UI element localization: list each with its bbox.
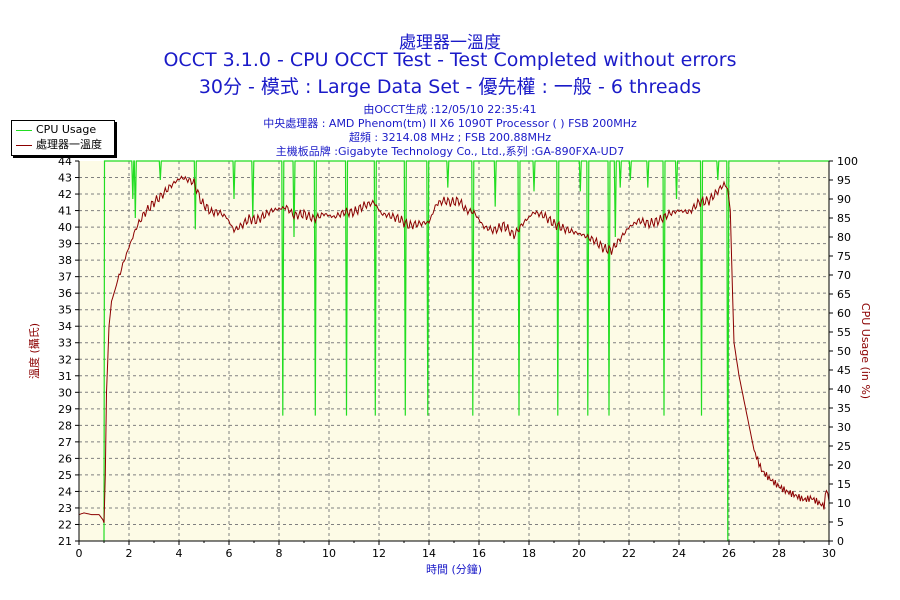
x-axis-label: 時間 (分鐘) <box>426 562 482 576</box>
y-tick-label: 40 <box>58 221 72 234</box>
y-tick-label: 31 <box>58 370 72 383</box>
y2-tick-label: 30 <box>837 421 851 434</box>
y-tick-label: 28 <box>58 419 72 432</box>
x-tick-label: 4 <box>176 547 183 560</box>
y2-tick-label: 80 <box>837 231 851 244</box>
y-tick-label: 44 <box>58 155 72 168</box>
y2-tick-label: 95 <box>837 174 851 187</box>
y-tick-label: 21 <box>58 535 72 548</box>
y-tick-label: 39 <box>58 238 72 251</box>
plot-area <box>79 161 829 541</box>
legend-swatch-cpu-usage <box>16 129 32 131</box>
legend: CPU Usage 處理器一溫度 <box>11 120 115 156</box>
y2-tick-label: 85 <box>837 212 851 225</box>
y-tick-label: 26 <box>58 452 72 465</box>
y2-tick-label: 40 <box>837 383 851 396</box>
y-tick-label: 29 <box>58 403 72 416</box>
x-tick-label: 2 <box>126 547 133 560</box>
y-tick-label: 33 <box>58 337 72 350</box>
y2-tick-label: 25 <box>837 440 851 453</box>
y-tick-label: 37 <box>58 271 72 284</box>
info-generated: 由OCCT生成 :12/05/10 22:35:41 <box>363 103 537 116</box>
y-axis-label: 溫度 (攝氏) <box>27 323 41 379</box>
y-tick-label: 32 <box>58 353 72 366</box>
series-line-cpu-usage <box>103 160 829 542</box>
x-tick-label: 24 <box>672 547 686 560</box>
y-tick-label: 27 <box>58 436 72 449</box>
y2-tick-label: 50 <box>837 345 851 358</box>
y2-tick-label: 75 <box>837 250 851 263</box>
y-tick-label: 24 <box>58 485 72 498</box>
y2-tick-label: 65 <box>837 288 851 301</box>
series-line-temperature <box>78 175 830 523</box>
y-tick-label: 23 <box>58 502 72 515</box>
y2-tick-label: 0 <box>837 535 844 548</box>
y2-tick-label: 70 <box>837 269 851 282</box>
y-tick-label: 34 <box>58 320 72 333</box>
x-tick-label: 18 <box>522 547 536 560</box>
x-tick-label: 0 <box>76 547 83 560</box>
x-tick-label: 26 <box>722 547 736 560</box>
x-tick-label: 14 <box>422 547 436 560</box>
legend-label-cpu-usage: CPU Usage <box>36 123 97 136</box>
y2-tick-label: 20 <box>837 459 851 472</box>
x-tick-label: 30 <box>822 547 836 560</box>
x-tick-label: 28 <box>772 547 786 560</box>
y-tick-label: 36 <box>58 287 72 300</box>
legend-label-temperature: 處理器一溫度 <box>36 138 102 151</box>
info-clock: 超頻 : 3214.08 MHz ; FSB 200.88MHz <box>348 131 552 144</box>
x-tick-label: 6 <box>226 547 233 560</box>
y2-axis-label: CPU Usage (in %) <box>859 303 872 399</box>
y2-tick-label: 45 <box>837 364 851 377</box>
y2-tick-label: 15 <box>837 478 851 491</box>
legend-item-temperature: 處理器一溫度 <box>16 138 102 152</box>
y2-tick-label: 100 <box>837 155 858 168</box>
x-tick-label: 12 <box>372 547 386 560</box>
y2-tick-label: 60 <box>837 307 851 320</box>
chart-subtitle-2: 30分 - 模式 : Large Data Set - 優先權 : 一般 - 6… <box>198 76 702 98</box>
x-tick-label: 16 <box>472 547 486 560</box>
y-tick-label: 35 <box>58 304 72 317</box>
info-cpu: 中央處理器 : AMD Phenom(tm) II X6 1090T Proce… <box>263 117 637 130</box>
legend-swatch-temperature <box>16 144 32 146</box>
chart-title: 處理器一溫度 <box>399 33 501 53</box>
y-tick-label: 43 <box>58 172 72 185</box>
y-tick-label: 30 <box>58 386 72 399</box>
x-tick-label: 20 <box>572 547 586 560</box>
x-tick-label: 8 <box>276 547 283 560</box>
y-tick-label: 22 <box>58 518 72 531</box>
y2-tick-label: 35 <box>837 402 851 415</box>
y-tick-label: 25 <box>58 469 72 482</box>
x-tick-label: 22 <box>622 547 636 560</box>
y-tick-label: 41 <box>58 205 72 218</box>
y2-tick-label: 10 <box>837 497 851 510</box>
y-tick-label: 42 <box>58 188 72 201</box>
y2-tick-label: 90 <box>837 193 851 206</box>
y2-tick-label: 55 <box>837 326 851 339</box>
y-tick-label: 38 <box>58 254 72 267</box>
legend-item-cpu-usage: CPU Usage <box>16 123 96 137</box>
y2-tick-label: 5 <box>837 516 844 529</box>
info-motherboard: 主機板品牌 :Gigabyte Technology Co., Ltd.,系列 … <box>275 145 625 158</box>
chart-subtitle: OCCT 3.1.0 - CPU OCCT Test - Test Comple… <box>163 49 737 71</box>
x-tick-label: 10 <box>322 547 336 560</box>
